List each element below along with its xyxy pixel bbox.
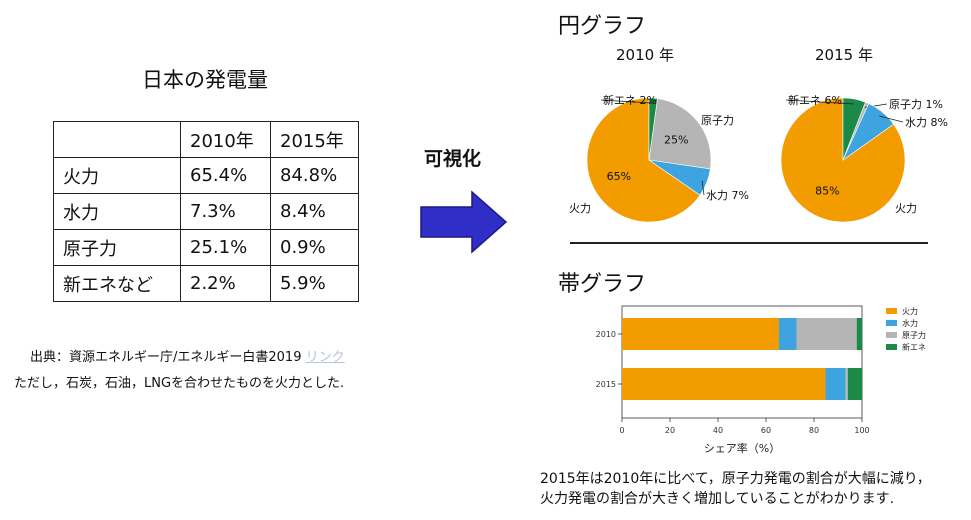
legend-swatch	[886, 320, 897, 326]
pie-2010-pct-label: 25%	[664, 134, 688, 147]
pie-2010-leader-line	[600, 99, 653, 104]
table-cell: 25.1%	[180, 229, 271, 266]
legend-label: 火力	[902, 306, 918, 316]
y-tick-label: 2010	[596, 330, 616, 339]
table-header-cell: 2010年	[180, 121, 271, 158]
x-tick-label: 40	[713, 426, 723, 435]
footnote: ただし，石炭，石油，LNGを合わせたものを火力とした.	[14, 376, 345, 391]
x-tick-label: 20	[665, 426, 675, 435]
legend-label: 新エネ	[902, 342, 926, 352]
table-header-row: 2010年 2015年	[53, 121, 359, 158]
table-cell: 2.2%	[180, 265, 271, 302]
summary-text: 2015年は2010年に比べて，原子力発電の割合が大幅に減り， 火力発電の割合が…	[540, 469, 931, 509]
pie-2015-outer-label: 水力 8%	[905, 116, 948, 129]
x-axis-label: シェア率（%）	[704, 441, 780, 455]
pie-section-heading: 円グラフ	[558, 14, 647, 39]
source-text: 出典：資源エネルギー庁/エネルギー白書2019	[30, 350, 302, 365]
x-tick-label: 0	[619, 426, 624, 435]
pie-2015-leader-line	[785, 99, 854, 105]
pie-2010-slice	[648, 159, 711, 196]
bar-plot-frame	[621, 305, 863, 419]
table-cell: 0.9%	[270, 229, 359, 266]
pie-2015-slice	[842, 103, 895, 161]
bar-segment	[847, 368, 862, 400]
bar-segment	[825, 368, 846, 400]
bar-section-heading: 帯グラフ	[558, 272, 647, 297]
pie-2010-pct-label: 65%	[607, 170, 631, 183]
table-cell: 原子力	[53, 229, 181, 266]
table-row: 新エネなど 2.2% 5.9%	[53, 265, 359, 302]
section-divider	[570, 242, 928, 244]
pie-2010-slice	[586, 97, 701, 223]
table-cell: 5.9%	[270, 265, 359, 302]
arrow-shape	[420, 190, 508, 254]
pie-2010-category-label: 火力	[569, 202, 591, 215]
visualize-label: 可視化	[424, 148, 482, 170]
bar-segment	[622, 368, 826, 400]
legend-label: 原子力	[902, 330, 926, 340]
pie-2010-title: 2010 年	[616, 46, 674, 64]
summary-line-1: 2015年は2010年に比べて，原子力発電の割合が大幅に減り，	[540, 471, 931, 487]
table-row: 火力 65.4% 84.8%	[53, 157, 359, 194]
x-tick-label: 100	[854, 426, 869, 435]
legend-label: 水力	[902, 318, 918, 328]
table-title: 日本の発電量	[142, 68, 268, 92]
source-link[interactable]: リンク	[305, 350, 345, 365]
pie-2015-outer-label: 原子力 1%	[889, 98, 943, 111]
pie-2010-outer-label: 水力 7%	[706, 189, 749, 202]
x-tick-label: 60	[761, 426, 771, 435]
pie-2015-pct-label: 85%	[815, 184, 839, 197]
pie-2015-title: 2015 年	[815, 46, 873, 64]
table-cell: 水力	[53, 193, 181, 230]
table-cell: 新エネなど	[53, 265, 181, 302]
bar-segment	[845, 368, 848, 400]
table-cell: 火力	[53, 157, 181, 194]
pie-2015-outer-label: 新エネ 6%	[788, 93, 842, 107]
right-arrow-icon	[420, 190, 508, 254]
table-row: 原子力 25.1% 0.9%	[53, 229, 359, 266]
pie-2010-leader-line	[701, 180, 705, 196]
pie-2015-leader-line	[879, 115, 904, 123]
pie-2010-slice	[648, 98, 712, 170]
bar-segment	[856, 318, 862, 350]
x-tick-label: 80	[809, 426, 819, 435]
table-header-cell: 2015年	[270, 121, 359, 158]
legend-swatch	[886, 344, 897, 350]
bar-segment	[778, 318, 797, 350]
table-header-cell	[53, 121, 181, 158]
power-generation-table: 2010年 2015年 火力 65.4% 84.8% 水力 7.3% 8.4% …	[53, 121, 359, 302]
bar-segment	[796, 318, 857, 350]
legend-swatch	[886, 332, 897, 338]
source-citation: 出典：資源エネルギー庁/エネルギー白書2019 リンク	[30, 346, 345, 365]
legend-swatch	[886, 308, 897, 314]
y-tick-label: 2015	[596, 380, 616, 389]
summary-line-2: 火力発電の割合が大きく増加していることがわかります.	[540, 491, 895, 507]
pie-2010-category-label: 原子力	[701, 114, 734, 127]
pie-2015-category-label: 火力	[895, 202, 917, 215]
bar-segment	[622, 318, 779, 350]
table-cell: 7.3%	[180, 193, 271, 230]
table-row: 水力 7.3% 8.4%	[53, 193, 359, 230]
table-cell: 84.8%	[270, 157, 359, 194]
table-cell: 8.4%	[270, 193, 359, 230]
pie-2010-outer-label: 新エネ 2%	[603, 93, 657, 107]
table-cell: 65.4%	[180, 157, 271, 194]
